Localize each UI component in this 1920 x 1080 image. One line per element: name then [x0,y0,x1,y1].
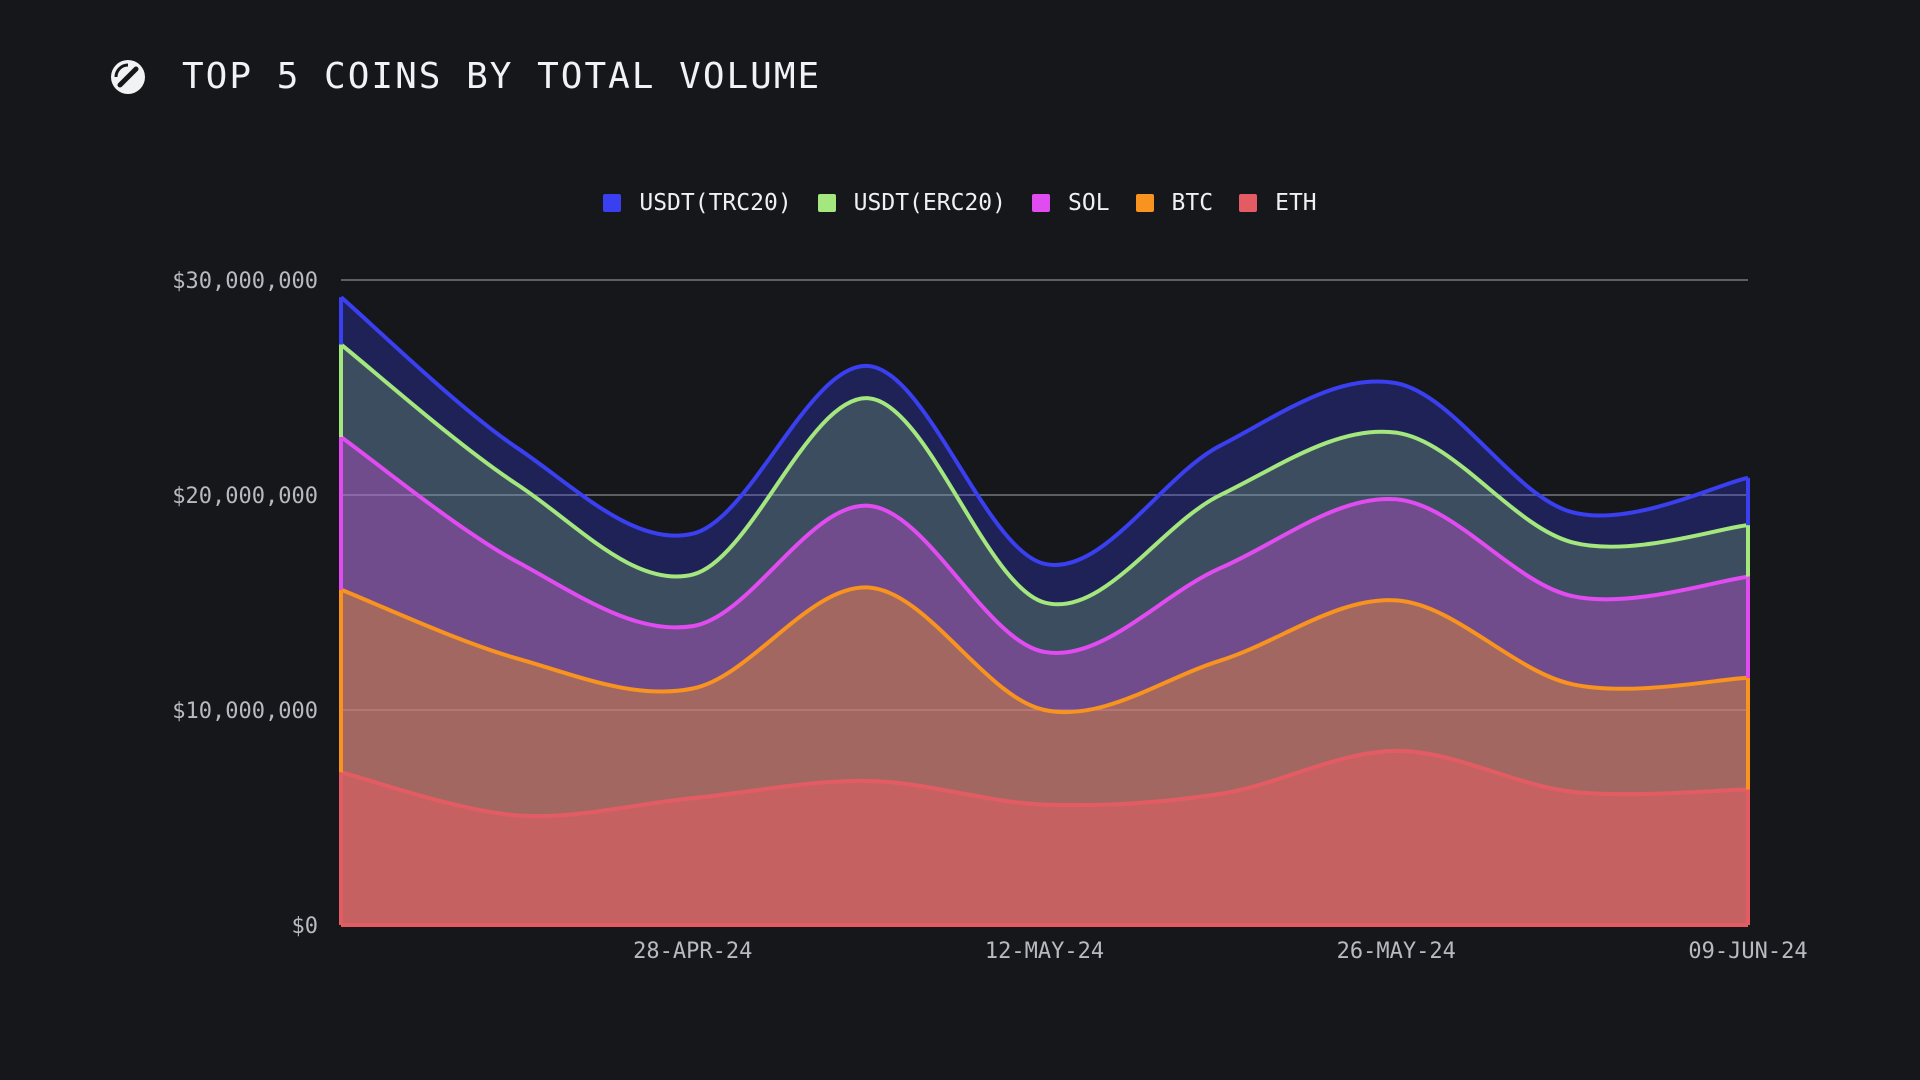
series-lines [339,295,1750,927]
line-usdt-trc20 [339,295,1749,567]
x-tick-label: 28-APR-24 [633,939,752,964]
chart-legend: USDT(TRC20) USDT(ERC20) SOL BTC ETH [0,190,1920,216]
legend-swatch [1239,194,1258,212]
y-tick-label: $20,000,000 [172,484,318,509]
legend-label: SOL [1068,190,1110,216]
x-tick-label: 09-JUN-24 [1688,939,1807,964]
legend-swatch [817,194,836,212]
legend-label: ETH [1275,190,1317,216]
legend-label: USDT(TRC20) [639,190,792,216]
line-btc [340,585,1749,715]
x-tick-label: 26-MAY-24 [1337,939,1456,964]
x-axis: 28-APR-24 12-MAY-24 26-MAY-24 09-JUN-24 [633,939,1807,964]
area-layers [341,297,1748,925]
chart-header: TOP 5 COINS BY TOTAL VOLUME [110,56,821,97]
slash-circle-logo-icon [111,59,145,94]
line-eth [340,748,1749,819]
legend-label: USDT(ERC20) [853,190,1006,216]
legend-swatch [1032,194,1050,212]
y-tick-label: $0 [292,914,319,939]
legend-item-sol[interactable]: SOL [1032,190,1110,216]
legend-label: BTC [1171,190,1214,216]
legend-item-btc[interactable]: BTC [1135,190,1214,216]
chart-title: TOP 5 COINS BY TOTAL VOLUME [182,56,822,97]
y-axis: $0 $10,000,000 $20,000,000 $30,000,000 [172,269,318,939]
y-tick-label: $10,000,000 [172,699,318,724]
legend-swatch [603,194,622,212]
line-sol [339,435,1749,656]
legend-swatch [1135,194,1154,212]
y-tick-label: $30,000,000 [172,269,318,294]
legend-item-usdt-erc20[interactable]: USDT(ERC20) [817,190,1006,216]
x-tick-label: 12-MAY-24 [985,939,1104,964]
legend-item-eth[interactable]: ETH [1239,190,1317,216]
legend-item-usdt-trc20[interactable]: USDT(TRC20) [603,190,792,216]
area-eth [341,750,1748,925]
line-usdt-erc20 [339,342,1749,607]
